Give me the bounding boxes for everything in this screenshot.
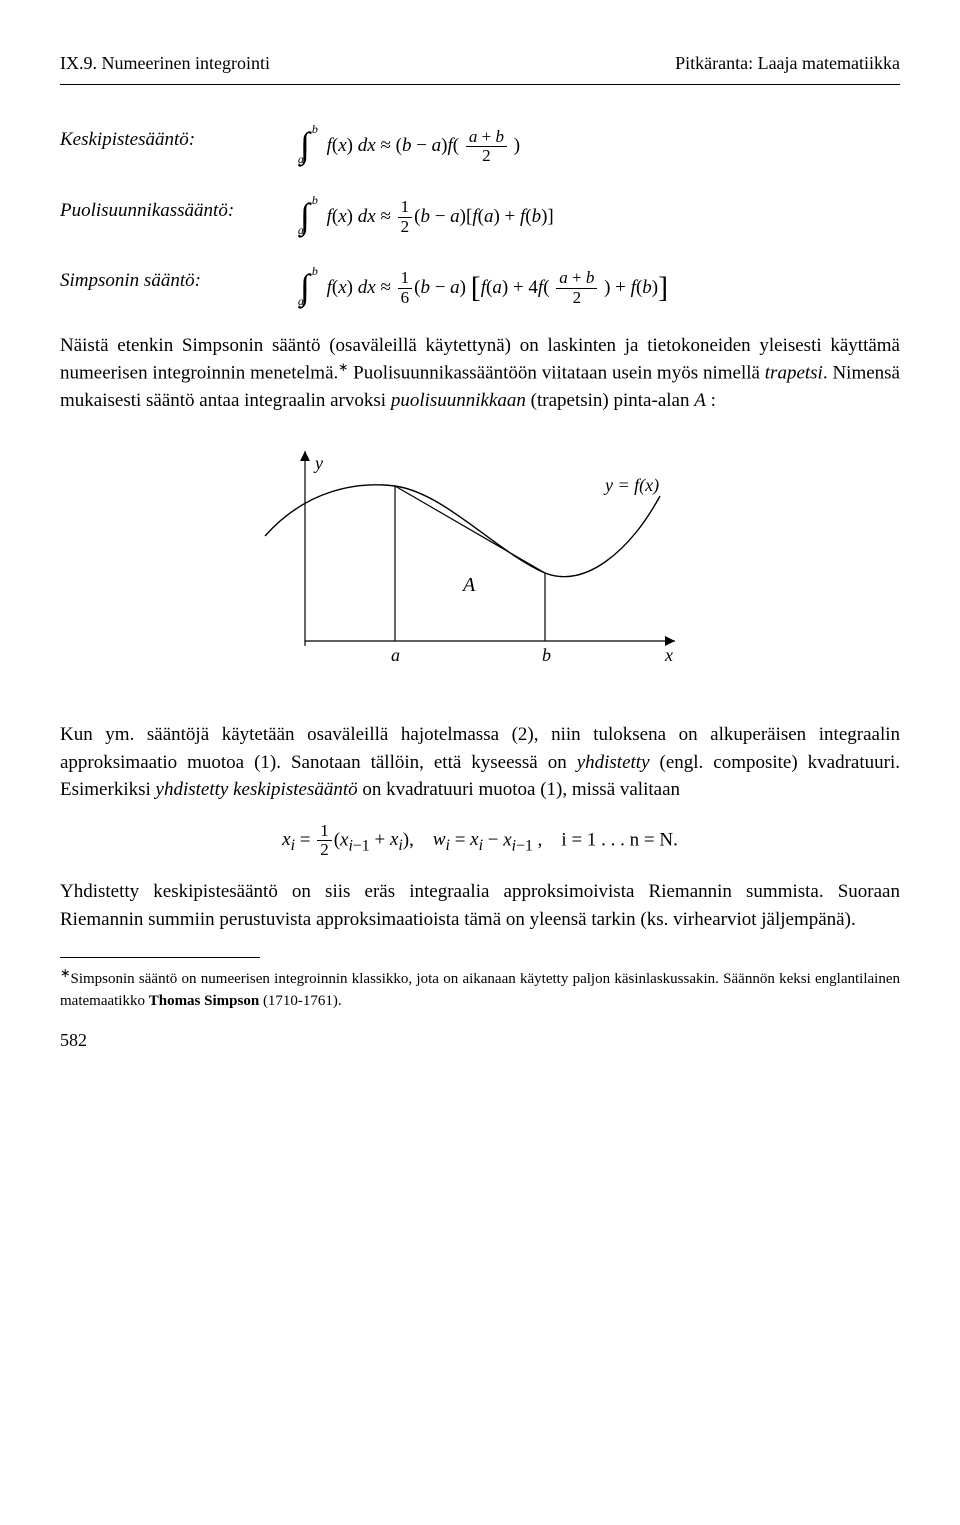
p1-t4: (trapetsin) pinta-alan <box>526 390 694 411</box>
p3-t1: Yhdistetty keskipistesääntö on siis eräs… <box>60 881 900 930</box>
p2-t3: on kvadratuuri muotoa (1), missä valitaa… <box>358 779 680 800</box>
curve-label: y = f(x) <box>603 475 659 496</box>
fn-t2: (1710-1761). <box>259 993 342 1009</box>
a-label: a <box>391 645 400 665</box>
x-label: x <box>664 645 673 665</box>
paragraph-1: Näistä etenkin Simpsonin sääntö (osaväle… <box>60 332 900 415</box>
curve <box>265 484 660 576</box>
page-header: IX.9. Numeerinen integrointi Pitkäranta:… <box>60 50 900 76</box>
rule-simpson-formula: ∫ab f(x) dx ≈ 16(b − a) [f(a) + 4f( a + … <box>300 255 668 308</box>
p1-puolis: puolisuunnikkaan <box>391 390 526 411</box>
p1-t5: : <box>706 390 716 411</box>
centered-equation: xi = 12(xi−1 + xi), wi = xi − xi−1 , i =… <box>60 822 900 860</box>
diagram-svg: y y = f(x) A a b x <box>245 431 715 691</box>
rule-trapezoid-label: Puolisuunnikassääntö: <box>60 197 300 225</box>
p1-Avar: A <box>694 390 706 411</box>
rule-midpoint: Keskipistesääntö: ∫ab f(x) dx ≈ (b − a)f… <box>60 113 900 166</box>
header-right: Pitkäranta: Laaja matematiikka <box>675 50 900 76</box>
p1-t2: Puolisuunnikassääntöön viitataan usein m… <box>348 362 764 383</box>
p2-yhd: yhdistetty <box>577 752 650 773</box>
paragraph-3: Yhdistetty keskipistesääntö on siis eräs… <box>60 878 900 933</box>
eq-tail: i = 1 . . . n = N. <box>561 829 677 850</box>
paragraph-2: Kun ym. sääntöjä käytetään osaväleillä h… <box>60 721 900 804</box>
rule-trapezoid-formula: ∫ab f(x) dx ≈ 12(b − a)[f(a) + f(b)] <box>300 184 554 237</box>
p2-yks: yhdistetty keskipistesääntö <box>156 779 358 800</box>
footnote-mark-ref: ∗ <box>338 360 348 374</box>
header-left: IX.9. Numeerinen integrointi <box>60 50 270 76</box>
rule-simpson: Simpsonin sääntö: ∫ab f(x) dx ≈ 16(b − a… <box>60 255 900 308</box>
b-label: b <box>542 645 551 665</box>
rule-midpoint-label: Keskipistesääntö: <box>60 126 300 154</box>
footnote-rule <box>60 957 260 958</box>
rule-trapezoid: Puolisuunnikassääntö: ∫ab f(x) dx ≈ 12(b… <box>60 184 900 237</box>
area-label: A <box>461 574 476 596</box>
fn-name: Thomas Simpson <box>149 993 259 1009</box>
rule-midpoint-formula: ∫ab f(x) dx ≈ (b − a)f( a + b2 ) <box>300 113 520 166</box>
rules-block: Keskipistesääntö: ∫ab f(x) dx ≈ (b − a)f… <box>60 113 900 307</box>
rule-simpson-label: Simpsonin sääntö: <box>60 267 300 295</box>
header-rule <box>60 84 900 85</box>
page-number: 582 <box>60 1027 900 1053</box>
y-axis-arrow <box>300 451 310 461</box>
footnote-mark: ∗ <box>60 966 70 980</box>
p1-trapetsi: trapetsi <box>765 362 823 383</box>
trapezoid-diagram: y y = f(x) A a b x <box>60 431 900 700</box>
y-label: y <box>313 453 323 473</box>
footnote: ∗Simpsonin sääntö on numeerisen integroi… <box>60 964 900 1013</box>
chord <box>395 486 545 573</box>
